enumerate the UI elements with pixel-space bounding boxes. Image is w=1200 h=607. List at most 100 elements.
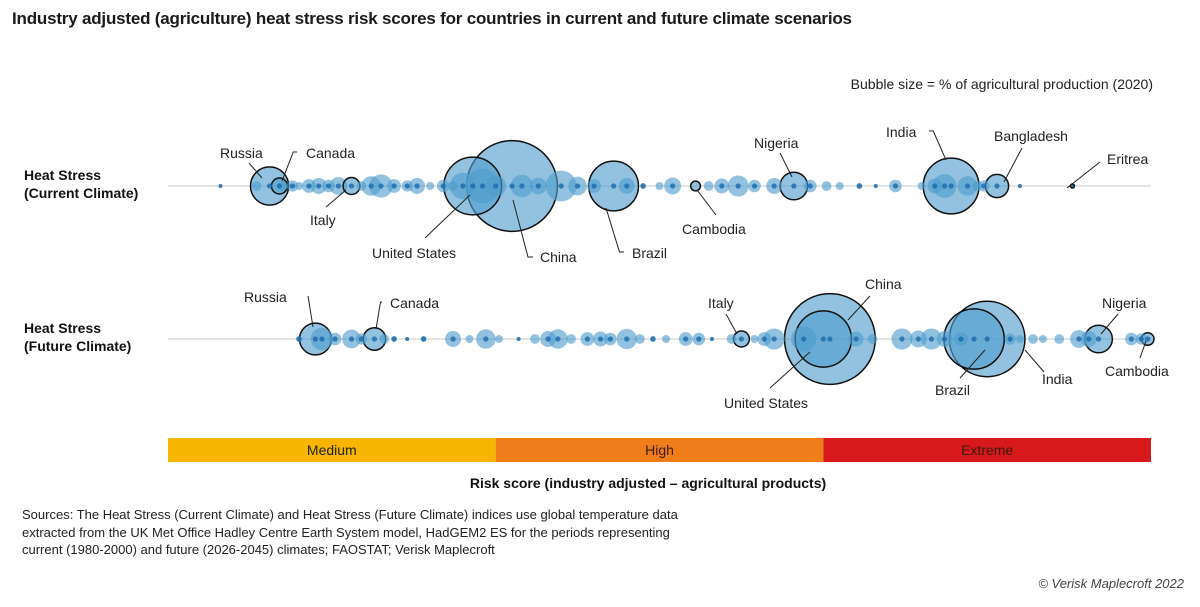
bubble-core [624,183,630,189]
bubble-core [276,183,283,189]
bubble-core [971,336,977,342]
callout-leader-line [1066,161,1101,189]
bubble-core [450,336,456,342]
risk-band-label-extreme: Extreme [961,442,1013,458]
callout-india-current: India [886,124,947,161]
bubble-core [509,183,515,189]
bubble-core [820,336,826,342]
bubble-core [325,183,332,189]
callout-united-states-current: United States [372,194,471,261]
bubble-core [358,336,364,342]
bubble-core [994,183,1000,189]
callout-canada-future: Canada [375,295,439,330]
bubble-core [611,183,617,189]
bubble [856,183,863,189]
bubble-core [738,336,745,342]
country-label: China [865,276,902,292]
bubble-core [958,336,964,342]
bubble-cambodia [689,180,702,192]
callout-leader-line [1024,349,1045,373]
bubble-core [348,336,355,342]
callout-italy-current: Italy [310,189,347,228]
bubble-core [899,336,905,342]
bubble [1038,335,1047,343]
bubble [494,335,503,343]
bubble-core [751,183,758,189]
callout-italy-future: Italy [708,295,738,335]
bubble-core [378,183,384,189]
bubble [662,335,671,343]
bubble-core [597,336,604,342]
bubble-core [1076,336,1082,342]
bubble-core [984,336,990,342]
row-label-future: Heat Stress (Future Climate) [24,320,131,354]
bubble-size-note: Bubble size = % of agricultural producti… [851,76,1153,92]
bubble-core [479,183,486,189]
country-label: Italy [708,295,734,311]
bubble-core [807,183,813,189]
country-label: Canada [306,145,355,161]
callout-leader-line [769,351,811,389]
bubble-core [941,336,948,342]
sources-note: Sources: The Heat Stress (Current Climat… [22,507,678,557]
callout-leader-line [375,301,382,330]
copyright: © Verisk Maplecroft 2022 [1038,576,1184,591]
callout-brazil-current: Brazil [605,207,667,261]
callout-cambodia-future: Cambodia [1105,340,1169,379]
risk-band-high [495,438,824,462]
bubble-core [1138,336,1144,342]
bubble-core [348,183,355,189]
country-label: India [886,124,917,140]
bubble [251,181,262,191]
bubble-core [1007,336,1013,342]
country-label: Russia [220,145,263,161]
bubble-core [928,336,935,342]
bubble-core [948,183,954,189]
bubble-core [414,183,420,189]
callout-leader-line [281,151,297,182]
bubble [640,183,646,189]
bubble [867,334,878,344]
bubble-core [545,336,551,342]
bubble-core [470,183,476,189]
country-label: Eritrea [1107,151,1148,167]
callout-leader-line [1003,147,1023,183]
bubble-core [391,183,397,189]
bubble-core [1095,336,1102,342]
bubble-core [460,183,466,189]
callout-leader-line [424,194,471,239]
country-label: United States [724,395,808,411]
callout-leader-line [959,349,986,379]
bubble [566,334,576,344]
bubble-core [266,183,273,189]
callout-leader-line [696,189,717,216]
callout-leader-line [847,295,871,321]
bubble [750,335,759,343]
bubble-core [555,336,561,342]
callout-india-future: India [1024,349,1073,387]
callout-cambodia-current: Cambodia [682,189,746,237]
callout-eritrea-current: Eritrea [1066,151,1148,189]
callout-leader-line [325,189,347,208]
bubble [356,181,367,191]
bubble-core [719,183,725,189]
bubble [426,182,435,190]
bubble [296,336,302,342]
bubble-core [1086,336,1092,342]
bubble-core [493,183,499,189]
country-label: Italy [310,212,336,228]
bubble-core [801,336,807,342]
bubble-core [735,183,741,189]
bubble [1015,335,1024,343]
callout-canada-current: Canada [281,145,355,182]
country-callouts: Russia Canada Italy United States China Brazi… [220,124,1169,411]
bubble-core [624,336,630,342]
bubble-core [312,336,319,342]
risk-band-bar: Medium High Extreme [168,438,1151,462]
risk-band-label-high: High [645,442,674,458]
callout-leader-line [605,207,624,253]
country-label: Canada [390,295,439,311]
bubble-core [853,336,859,342]
bubble [391,336,397,342]
risk-band-label-medium: Medium [307,442,357,458]
